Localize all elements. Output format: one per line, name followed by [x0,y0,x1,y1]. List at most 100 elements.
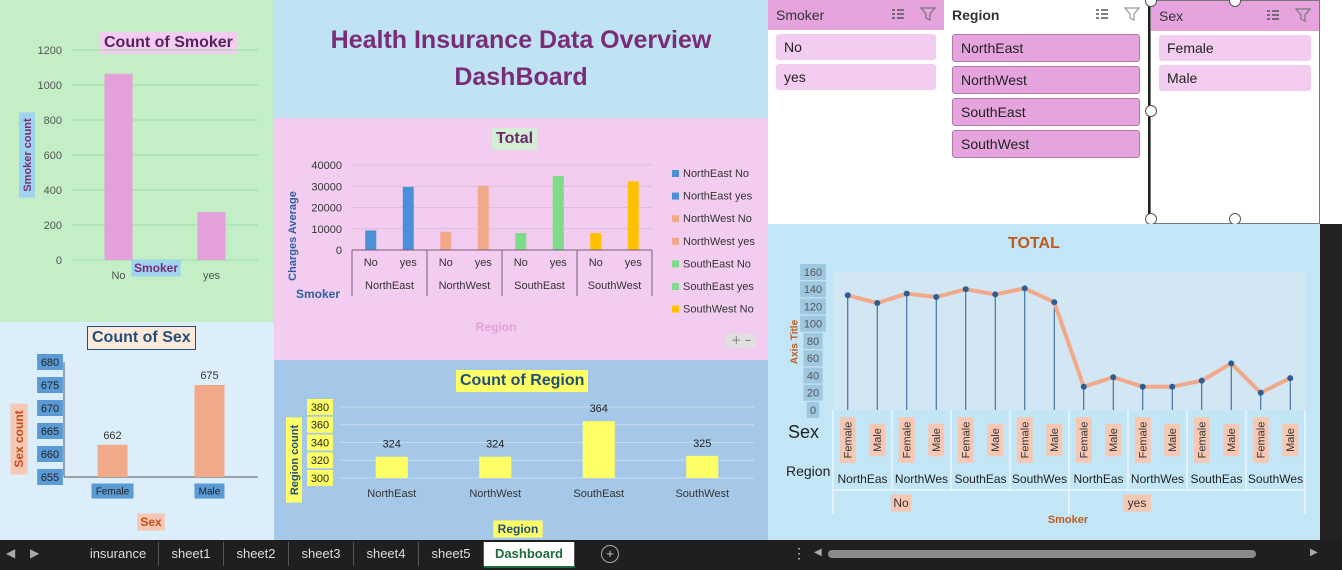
clear-filter-icon[interactable] [919,6,937,25]
total-line-panel[interactable]: TOTAL 0 20 40 60 80 100 120 140 160 Female Male Fem… [768,224,1320,540]
data-label: 325 [693,438,711,450]
sex-tick-label-bg [1193,417,1210,463]
y-tick-label-group: 660 [37,446,63,462]
region-tick-label: SouthWes [1248,472,1303,486]
y-tick-label: 680 [41,357,59,369]
region-tick-label: NorthEas [1073,472,1123,486]
field-label-region: Region [786,463,830,479]
horizontal-scrollbar[interactable] [828,550,1256,558]
sheet-tab-sheet3[interactable]: sheet3 [289,542,354,566]
x-axis-title-bg [131,259,181,277]
hscroll-right-icon[interactable]: ▶ [1310,547,1318,558]
sheet-tab-sheet1[interactable]: sheet1 [159,542,224,566]
y-tick-label-group: 380 [307,399,333,415]
smoker-tick-label: No [893,496,909,510]
bar [515,233,527,250]
sheet-tab-dashboard[interactable]: Dashboard [484,542,575,568]
region-chart-panel[interactable]: Count of Region 300 320 340 360 380 324 NorthE… [274,360,768,540]
row-field-label: Smoker [296,287,340,301]
sex-tick-label-bg [1075,417,1092,463]
y-axis-title: Charges Average [287,191,299,281]
total-chart-panel[interactable]: Total 0 10000 20000 30000 40000 No yes NorthEas… [274,118,768,360]
region-tick-label: SouthWes [1012,472,1067,486]
data-point [1287,375,1294,382]
slicer-item-male[interactable]: Male [1159,65,1311,91]
slicer-region[interactable]: Region NorthEast NorthWest SouthEast SouthW… [944,0,1148,224]
multi-select-icon[interactable] [890,6,906,25]
clear-filter-icon[interactable] [1294,7,1312,26]
sheet-tab-sheet4[interactable]: sheet4 [354,542,419,566]
slicer-item-southwest[interactable]: SouthWest [952,130,1140,158]
y-tick-label: 40000 [311,160,342,172]
legend-label: SouthEast No [683,258,751,270]
sex-chart-title: Count of Sex [87,326,196,350]
slicer-item-no[interactable]: No [776,34,936,60]
sex-chart-panel[interactable]: Count of Sex 655 660 665 670 675 680 662 Female… [0,322,274,540]
x-tick-label: SouthEast [573,488,624,500]
sex-tick-label-bg [1105,423,1122,457]
sheet-tab-sheet5[interactable]: sheet5 [419,542,484,566]
x-tick-label: yes [203,270,221,282]
y-tick-label-group: 360 [307,416,333,433]
legend-swatch [672,215,679,223]
row-field-label-group: Smoker [296,287,340,301]
scroll-left-icon[interactable]: ◀ [6,546,16,560]
y-tick-label-bg [37,423,63,439]
zoom-buttons[interactable]: ＋ − [726,334,756,348]
y-tick-label-bg [800,315,826,332]
smoker-chart-panel[interactable]: Count of Smoker 0 200 400 600 800 1000 1200 No y… [0,0,274,322]
smoker-tick-label: yes [1128,496,1147,510]
sex-tick-label-group: Male [1046,423,1063,457]
bar [440,231,452,250]
dashboard-title: Health Insurance Data Overview DashBoard [274,22,768,96]
sex-tick-label: Male [1167,428,1179,452]
sex-tick-label-group: Female [957,417,974,463]
data-point [1139,383,1146,390]
y-tick-label-group: 680 [37,354,63,370]
y-axis-title-bg [286,417,302,503]
x-tick-label-bg [91,483,134,499]
multi-select-icon[interactable] [1094,6,1110,25]
slicer-item-yes[interactable]: yes [776,64,936,90]
sex-tick-label-bg [839,417,856,463]
y-tick-label: 655 [41,472,59,484]
region-tick-label: SouthEas [954,472,1006,486]
sex-tick-label-bg [1223,423,1240,457]
slicer-item-female[interactable]: Female [1159,35,1311,61]
slicer-sex[interactable]: Sex Female Male [1145,0,1320,225]
x-tick-label: Female [96,487,130,498]
more-options-icon[interactable]: ⋮ [792,545,806,561]
scroll-right-icon[interactable]: ▶ [30,546,40,560]
sex-tick-label-bg [928,423,945,457]
resize-handle[interactable] [1145,105,1157,117]
y-tick-label-bg [803,384,823,401]
hscroll-left-icon[interactable]: ◀ [814,547,822,558]
bar [104,73,133,260]
sheet-tab-insurance[interactable]: insurance [78,542,159,566]
clear-filter-icon[interactable] [1123,6,1141,25]
sex-tick-label: Female [902,422,914,459]
x-tick-label: yes [475,257,493,269]
sheet-tab-sheet2[interactable]: sheet2 [224,542,289,566]
y-tick-label: 675 [41,380,59,392]
slicer-item-northwest[interactable]: NorthWest [952,66,1140,94]
data-label: 364 [590,403,608,415]
multi-select-icon[interactable] [1265,7,1281,26]
slicer-smoker[interactable]: Smoker No yes [768,0,944,224]
x-tick-label-group: Female [91,483,134,499]
y-axis-title: Axis Title [790,319,801,364]
smoker-chart: 0 200 400 600 800 1000 1200 No yes Smoker count Sm… [19,45,258,282]
data-point [992,291,999,298]
x-axis-title-group: Sex [137,513,165,531]
x-tick-label: yes [550,257,568,269]
legend-swatch [672,170,679,177]
y-axis-title-group: Charges Average [287,191,299,281]
x-tick-label: NorthEast [367,488,416,500]
slicer-item-southeast[interactable]: SouthEast [952,98,1140,126]
group-label: SouthWest [588,280,642,292]
slicer-item-northeast[interactable]: NorthEast [952,34,1140,62]
y-tick-label-bg [803,367,823,384]
add-sheet-icon[interactable]: + [601,545,619,563]
region-tick-label: SouthEas [1190,472,1242,486]
region-tick-label: NorthWes [1131,472,1184,486]
